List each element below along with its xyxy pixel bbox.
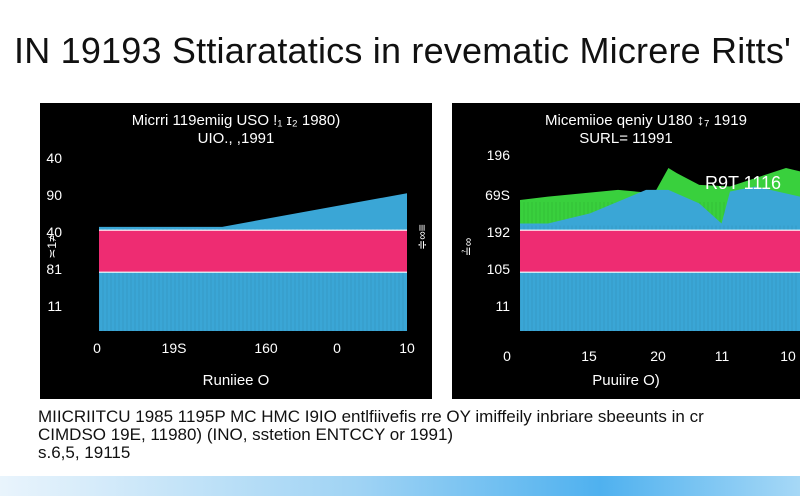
chart-0-y-tick-label: 11 [47, 298, 62, 314]
figure-caption: MIICRIITCU 1985 1195P MC HMC I9IO entlfi… [38, 408, 800, 462]
chart-left-title: Micrri 119emiig USO !₁ ɪ₂ 1980) [131, 112, 341, 129]
chart-0-x-tick-label: 0 [333, 340, 341, 356]
chart-1-pink-band [520, 230, 800, 273]
chart-0-x-tick-label: 160 [254, 340, 278, 356]
chart-0-x-tick-label: 0 [93, 340, 101, 356]
chart-1-x-tick-label: 0 [503, 348, 511, 364]
chart-1-x-tick-label: 15 [581, 348, 597, 364]
chart-right-x-axis-label: Puuiire O) [592, 372, 660, 389]
chart-left-x-axis-label: Runiiee O [202, 372, 270, 389]
chart-right-subtitle: SURL= 11991 [579, 130, 673, 147]
chart-left-subtitle: UIO., ,1991 [197, 130, 275, 147]
caption-line-1: MIICRIITCU 1985 1195P MC HMC I9IO entlfi… [38, 408, 704, 426]
chart-1-x-tick-label: 11 [715, 348, 730, 364]
chart-right-title: Micemiioe qeniy U180 ↕₇ 1919 [545, 112, 747, 129]
chart-1-x-tick-label: 10 [780, 348, 796, 364]
chart-1-y-tick-label: 196 [487, 147, 511, 163]
chart-1-y-axis-label-left: ≟∞ [461, 238, 475, 257]
caption-line-2: CIMDSO 19E, 11980) (INO, sstetion ENTCCY… [38, 425, 454, 444]
chart-panel-left: 40 90 40 81 11 0 19S 160 0 10 ≍1≠ ≑∞≡ Micrri 119emi… [40, 103, 432, 399]
chart-0-y-axis-label-left: ≍1≠ [45, 235, 59, 259]
chart-0-x-tick-label: 19S [162, 340, 187, 356]
chart-1-y-tick-label: 11 [495, 298, 510, 314]
chart-1-annotation: R9T 1116 [705, 173, 781, 193]
chart-left: 40 90 40 81 11 0 19S 160 0 10 ≍1≠ ≑∞≡ [45, 150, 429, 356]
chart-0-y-tick-label: 40 [46, 150, 62, 166]
chart-0-y-tick-label: 40 [46, 224, 62, 240]
chart-0-y-tick-label: 81 [46, 261, 62, 277]
chart-panel-right: 196 69S 192 105 11 0 15 20 11 10 ≟∞ R9T 1116 Micemi… [452, 103, 800, 399]
chart-right: 196 69S 192 105 11 0 15 20 11 10 ≟∞ R9T 1116 [461, 147, 800, 364]
chart-1-y-tick-label: 105 [487, 261, 511, 277]
chart-0-x-tick-label: 10 [399, 340, 415, 356]
caption-line-3: s.6,5, 19115 [38, 443, 131, 462]
footer-gradient-band [0, 476, 800, 496]
chart-0-y-axis-label-right: ≑∞≡ [415, 224, 429, 250]
chart-1-x-tick-label: 20 [650, 348, 666, 364]
chart-0-y-tick-label: 90 [46, 187, 62, 203]
chart-1-y-tick-label: 69S [485, 187, 510, 203]
page-title: IN 19193 Sttiaratatics in revematic Micr… [14, 30, 792, 71]
chart-0-pink-band [99, 230, 407, 273]
chart-1-y-tick-label: 192 [487, 224, 511, 240]
